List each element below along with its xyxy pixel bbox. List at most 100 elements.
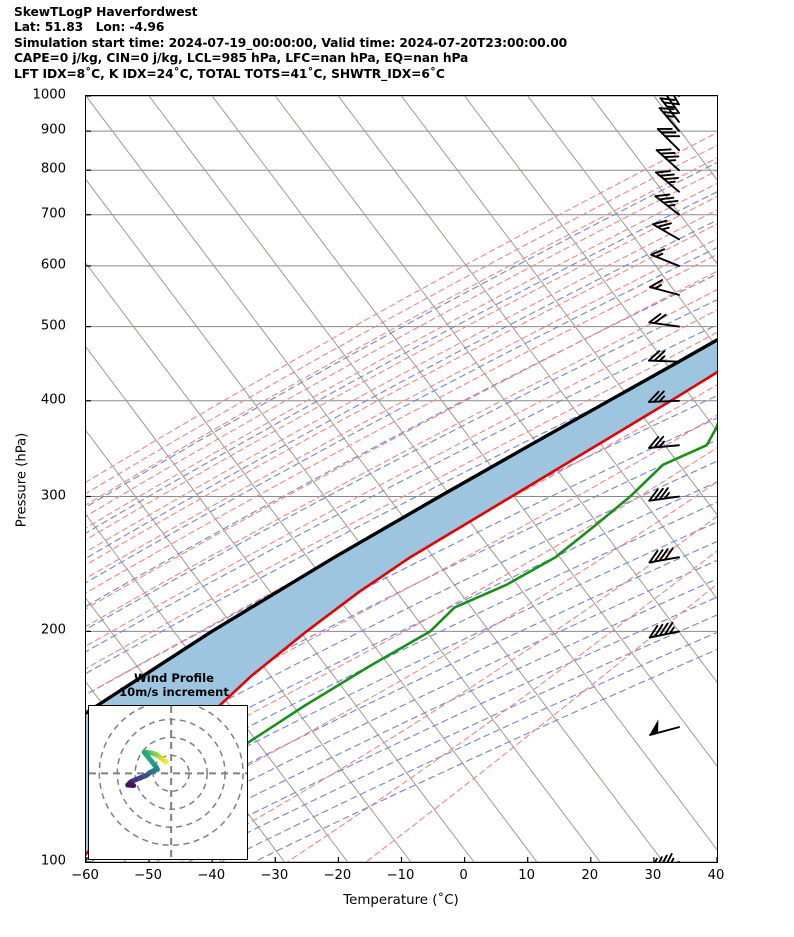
isotherm-line bbox=[86, 262, 538, 862]
hodograph-title: Wind Profile 10m/s increment bbox=[119, 671, 229, 699]
wind-barb-full bbox=[648, 390, 660, 403]
wind-barb-full bbox=[655, 148, 672, 152]
wind-barb-full bbox=[648, 436, 660, 449]
wind-barb-half bbox=[658, 440, 665, 448]
wind-barb-full bbox=[648, 549, 659, 564]
wind-barb-full bbox=[659, 173, 675, 177]
moist-adiabat-line bbox=[179, 515, 717, 862]
hodograph-trace-segment bbox=[125, 782, 137, 788]
wind-barb bbox=[673, 96, 680, 106]
wind-barb-full bbox=[666, 853, 673, 862]
wind-barb-full bbox=[662, 199, 679, 204]
wind-barb-full bbox=[648, 350, 661, 362]
hodograph-canvas bbox=[89, 706, 247, 859]
moist-adiabat-line bbox=[86, 144, 717, 495]
x-tick-10: 10 bbox=[518, 868, 536, 883]
wind-barb-stem bbox=[665, 96, 680, 115]
wind-barb-half bbox=[670, 857, 675, 862]
y-tick-200: 200 bbox=[40, 622, 66, 638]
wind-barb-full bbox=[658, 487, 669, 501]
y-tick-900: 900 bbox=[40, 122, 66, 138]
header-coordinates: Lat: 51.83 Lon: -4.96 bbox=[14, 20, 165, 35]
wind-barb bbox=[648, 313, 680, 328]
wind-barb bbox=[658, 107, 680, 133]
y-tick-700: 700 bbox=[40, 206, 66, 222]
wind-barb bbox=[648, 621, 680, 639]
hodograph-title-line1: Wind Profile bbox=[134, 671, 214, 685]
moist-adiabat-line bbox=[86, 195, 717, 541]
wind-barb bbox=[656, 127, 681, 152]
y-axis-label: Pressure (hPa) bbox=[14, 432, 30, 528]
isotherm-line bbox=[527, 96, 717, 349]
wind-barb-stem bbox=[673, 96, 680, 106]
header-stability-indices: LFT IDX=8˚C, K IDX=24˚C, TOTAL TOTS=41˚C… bbox=[14, 66, 445, 81]
cape-shading-region bbox=[86, 340, 717, 855]
moist-adiabat-line bbox=[86, 481, 717, 854]
wind-barb bbox=[654, 193, 680, 216]
x-tick-30: 30 bbox=[644, 868, 662, 883]
moist-adiabat-line bbox=[86, 289, 717, 627]
wind-barb-full bbox=[648, 488, 659, 502]
dry-adiabat-line bbox=[86, 501, 717, 813]
wind-barb-full bbox=[649, 279, 664, 289]
wind-barb-full bbox=[659, 151, 676, 155]
x-tick--60: −60 bbox=[71, 868, 99, 883]
wind-barb-full bbox=[650, 248, 666, 256]
dry-adiabat-line bbox=[86, 273, 717, 607]
y-axis-label-wrap: Pressure (hPa) bbox=[15, 0, 30, 937]
dry-adiabat-line bbox=[86, 219, 717, 559]
wind-barb bbox=[648, 390, 680, 403]
wind-barb-full bbox=[658, 196, 675, 201]
x-tick-0: 0 bbox=[459, 868, 468, 883]
y-tick-800: 800 bbox=[40, 161, 66, 177]
isotherm-line bbox=[590, 96, 717, 265]
wind-barb-full bbox=[656, 222, 672, 228]
isotherm-line bbox=[464, 96, 717, 432]
wind-barb-column bbox=[648, 96, 681, 862]
wind-barb-full bbox=[655, 170, 671, 174]
x-tick--10: −10 bbox=[386, 868, 415, 883]
hodograph-inset bbox=[88, 705, 248, 860]
wind-barb-full bbox=[658, 548, 669, 562]
y-tick-300: 300 bbox=[40, 488, 66, 504]
skewt-canvas bbox=[86, 96, 717, 862]
wind-barb-full bbox=[662, 854, 668, 862]
wind-barb bbox=[652, 219, 680, 241]
wind-barb-full bbox=[662, 111, 678, 115]
hodograph-title-line2: 10m/s increment bbox=[119, 685, 229, 699]
header-times: Simulation start time: 2024-07-19_00:00:… bbox=[14, 35, 568, 50]
dry-adiabat-line bbox=[86, 460, 717, 776]
wind-barb-full bbox=[654, 193, 671, 198]
isotherm-line bbox=[86, 513, 349, 862]
wind-barb-full bbox=[653, 390, 665, 403]
moist-adiabat-line bbox=[86, 132, 717, 483]
hodograph-ring-20 bbox=[134, 736, 208, 811]
wind-barb-full bbox=[663, 547, 674, 561]
hodograph-ring-40 bbox=[98, 706, 244, 846]
header-title: SkewTLogP Haverfordwest bbox=[14, 5, 198, 19]
wind-barb-half bbox=[665, 105, 675, 109]
wind-barb-half bbox=[661, 226, 670, 231]
wind-barb bbox=[648, 435, 680, 449]
x-tick--40: −40 bbox=[197, 868, 226, 883]
dry-adiabat-line bbox=[187, 614, 717, 862]
wind-barb-full bbox=[663, 155, 680, 159]
isotherm-line bbox=[86, 178, 601, 862]
temperature-profile-line bbox=[86, 370, 717, 857]
x-axis-label: Temperature (˚C) bbox=[343, 893, 459, 908]
plot-contents bbox=[86, 96, 717, 862]
wind-barb-full bbox=[653, 549, 664, 563]
wind-barb bbox=[649, 279, 680, 296]
y-tick-500: 500 bbox=[40, 318, 66, 334]
wind-barb-full bbox=[652, 219, 668, 226]
hodograph-ring-30 bbox=[116, 718, 226, 828]
wind-barb-full bbox=[659, 97, 676, 101]
isotherm-line bbox=[86, 96, 664, 862]
wind-barb bbox=[648, 487, 680, 502]
moist-adiabat-line bbox=[86, 182, 717, 529]
wind-barb-full bbox=[653, 350, 666, 362]
wind-barb-half bbox=[663, 491, 670, 500]
wind-barb bbox=[655, 170, 680, 193]
isotherm-line bbox=[86, 430, 412, 862]
